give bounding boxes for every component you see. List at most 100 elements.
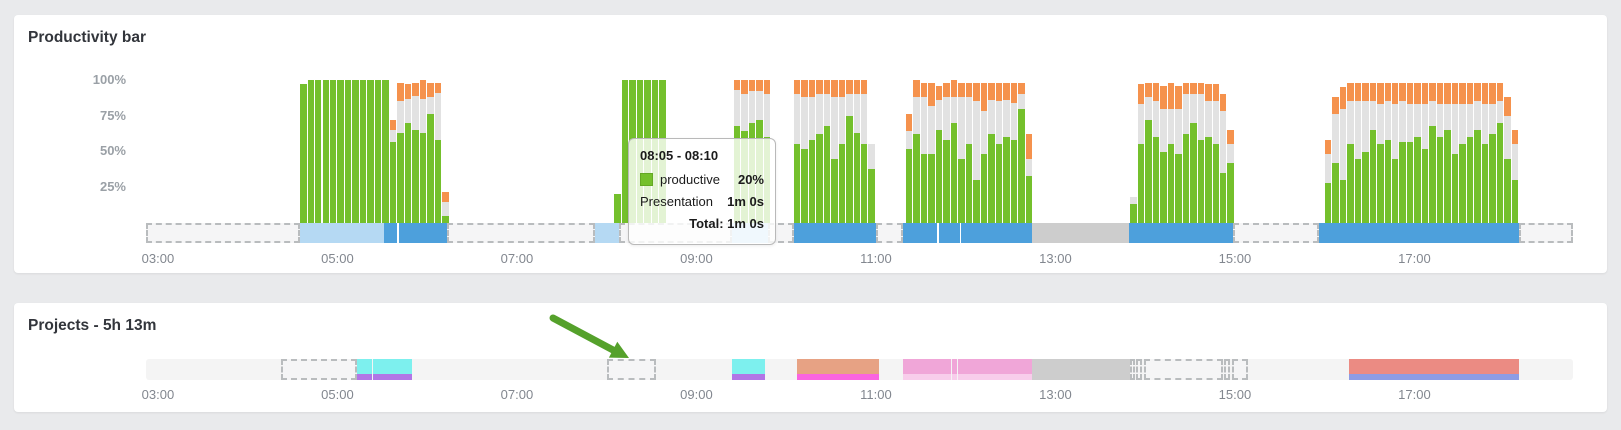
productivity-bar[interactable]	[1444, 80, 1451, 223]
productivity-timeline-strip[interactable]	[146, 223, 1573, 243]
productivity-bar[interactable]	[1362, 80, 1369, 223]
productivity-bar[interactable]	[1025, 80, 1032, 223]
productivity-bar[interactable]	[307, 80, 315, 223]
productivity-bar[interactable]	[801, 80, 808, 223]
activity-segment[interactable]	[732, 359, 766, 380]
productivity-bar[interactable]	[344, 80, 352, 223]
productivity-bar[interactable]	[412, 80, 419, 223]
productivity-bar[interactable]	[958, 80, 965, 223]
activity-segment[interactable]	[796, 359, 879, 380]
activity-segment[interactable]	[938, 223, 960, 243]
productivity-bar[interactable]	[1219, 80, 1227, 223]
idle-time-segment[interactable]	[1143, 359, 1223, 380]
idle-time-segment[interactable]	[280, 359, 357, 380]
productivity-bar[interactable]	[793, 80, 801, 223]
productivity-bar[interactable]	[853, 80, 860, 223]
productivity-bar[interactable]	[1332, 80, 1339, 223]
idle-time-segment[interactable]	[146, 223, 301, 243]
productivity-bar[interactable]	[913, 80, 920, 223]
activity-segment[interactable]	[958, 359, 1032, 380]
productivity-bar[interactable]	[1160, 80, 1167, 223]
productivity-bar[interactable]	[1175, 80, 1182, 223]
productivity-bar[interactable]	[1406, 80, 1414, 223]
productivity-bar[interactable]	[1414, 80, 1421, 223]
productivity-bar-chart[interactable]	[146, 80, 1573, 223]
productivity-bar[interactable]	[352, 80, 359, 223]
productivity-bar[interactable]	[329, 80, 337, 223]
productivity-bar[interactable]	[1392, 80, 1399, 223]
productivity-bar[interactable]	[950, 80, 958, 223]
activity-segment[interactable]	[961, 223, 1032, 243]
productivity-bar[interactable]	[1167, 80, 1175, 223]
productivity-bar[interactable]	[1436, 80, 1444, 223]
activity-segment[interactable]	[1348, 359, 1520, 380]
productivity-bar[interactable]	[337, 80, 344, 223]
activity-segment[interactable]	[902, 223, 938, 243]
productivity-bar[interactable]	[928, 80, 935, 223]
activity-segment[interactable]	[793, 223, 876, 243]
productivity-bar[interactable]	[988, 80, 995, 223]
productivity-bar[interactable]	[367, 80, 374, 223]
productivity-bar[interactable]	[1399, 80, 1406, 223]
productivity-bar[interactable]	[1190, 80, 1197, 223]
productivity-bar[interactable]	[920, 80, 928, 223]
productivity-bar[interactable]	[1152, 80, 1160, 223]
productivity-bar[interactable]	[382, 80, 389, 223]
activity-segment[interactable]	[1318, 223, 1520, 243]
activity-segment[interactable]	[300, 223, 384, 243]
productivity-bar[interactable]	[1489, 80, 1496, 223]
idle-time-segment[interactable]	[446, 223, 595, 243]
productivity-bar[interactable]	[374, 80, 382, 223]
activity-segment[interactable]	[383, 223, 398, 243]
activity-segment[interactable]	[594, 223, 619, 243]
productivity-bar[interactable]	[1227, 80, 1234, 223]
productivity-bar[interactable]	[1421, 80, 1429, 223]
productivity-bar[interactable]	[427, 80, 434, 223]
productivity-bar[interactable]	[1459, 80, 1466, 223]
activity-segment[interactable]	[356, 359, 372, 380]
idle-time-segment[interactable]	[1130, 359, 1135, 380]
productivity-bar[interactable]	[1347, 80, 1354, 223]
idle-time-segment[interactable]	[1224, 359, 1231, 380]
productivity-bar[interactable]	[846, 80, 853, 223]
idle-time-segment[interactable]	[1519, 223, 1573, 243]
productivity-bar[interactable]	[965, 80, 973, 223]
productivity-bar[interactable]	[1474, 80, 1481, 223]
productivity-bar[interactable]	[1369, 80, 1377, 223]
productivity-bar[interactable]	[1496, 80, 1504, 223]
productivity-bar[interactable]	[973, 80, 980, 223]
productivity-bar[interactable]	[1010, 80, 1018, 223]
productivity-bar[interactable]	[434, 80, 442, 223]
productivity-bar[interactable]	[1451, 80, 1459, 223]
productivity-bar[interactable]	[816, 80, 823, 223]
productivity-bar[interactable]	[1504, 80, 1511, 223]
productivity-bar[interactable]	[1212, 80, 1219, 223]
productivity-bar[interactable]	[868, 80, 875, 223]
productivity-bar[interactable]	[1354, 80, 1362, 223]
idle-time-segment[interactable]	[1233, 223, 1319, 243]
activity-segment[interactable]	[1128, 223, 1234, 243]
productivity-bar[interactable]	[442, 80, 449, 223]
productivity-bar[interactable]	[1429, 80, 1436, 223]
productivity-bar[interactable]	[995, 80, 1003, 223]
productivity-bar[interactable]	[808, 80, 816, 223]
idle-time-segment[interactable]	[1231, 359, 1249, 380]
productivity-bar[interactable]	[1511, 80, 1519, 223]
productivity-bar[interactable]	[1339, 80, 1347, 223]
productivity-bar[interactable]	[1324, 80, 1332, 223]
productivity-bar[interactable]	[397, 80, 404, 223]
productivity-bar[interactable]	[404, 80, 412, 223]
productivity-bar[interactable]	[1182, 80, 1190, 223]
activity-segment[interactable]	[1031, 359, 1131, 380]
activity-segment[interactable]	[902, 359, 951, 380]
productivity-bar[interactable]	[1466, 80, 1474, 223]
productivity-bar[interactable]	[943, 80, 950, 223]
productivity-bar[interactable]	[1130, 80, 1137, 223]
productivity-bar[interactable]	[823, 80, 831, 223]
activity-segment[interactable]	[1031, 223, 1129, 243]
idle-time-segment[interactable]	[1136, 359, 1143, 380]
productivity-bar[interactable]	[315, 80, 322, 223]
productivity-bar[interactable]	[1197, 80, 1205, 223]
productivity-bar[interactable]	[300, 80, 307, 223]
productivity-bar[interactable]	[1481, 80, 1489, 223]
